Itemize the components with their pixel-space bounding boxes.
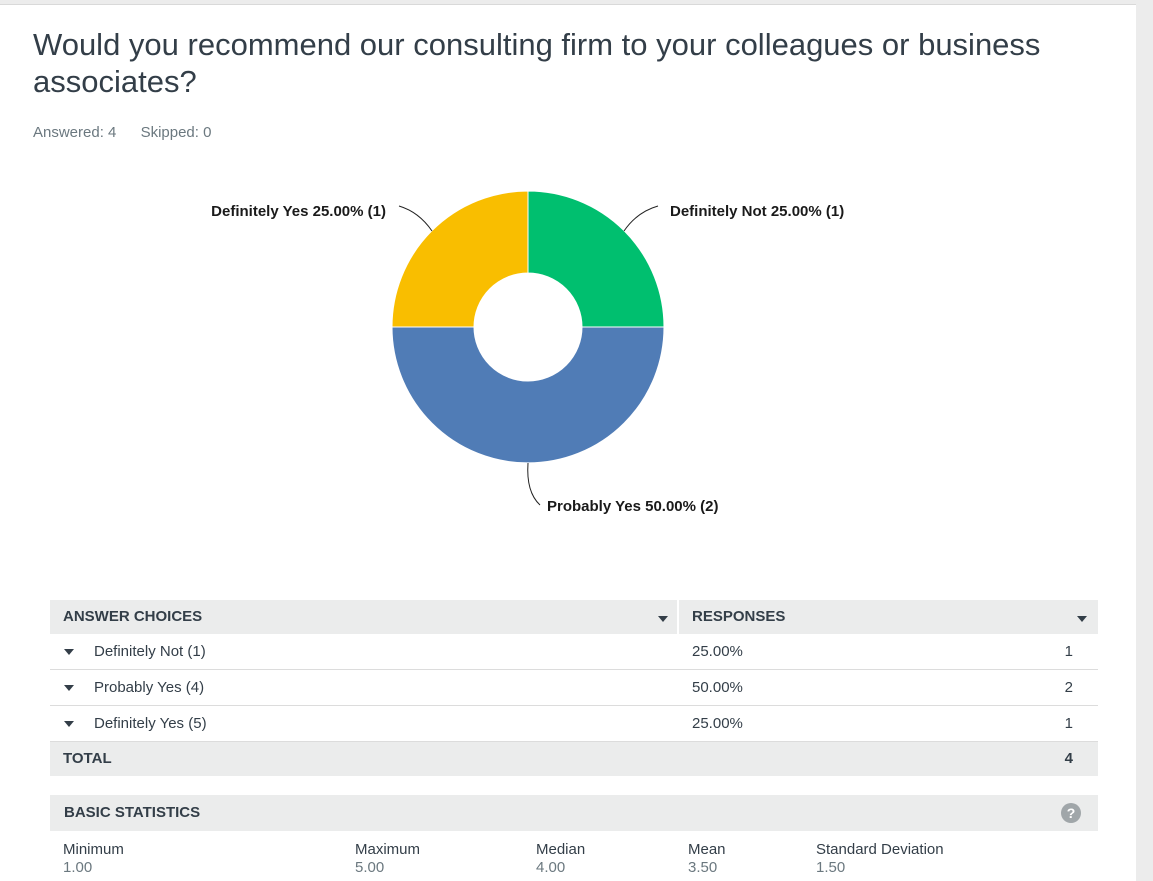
question-card: Would you recommend our consulting firm … [0, 4, 1136, 881]
answer-choice-label: Definitely Yes (5) [94, 715, 207, 732]
response-percent: 25.00% [692, 715, 743, 732]
stat-label: Standard Deviation [816, 841, 944, 858]
help-icon[interactable]: ? [1061, 803, 1081, 823]
column-divider [677, 600, 679, 634]
chevron-down-icon[interactable] [64, 721, 74, 727]
stat-label: Mean [688, 841, 726, 858]
slice-label: Definitely Yes 25.00% (1) [211, 203, 386, 220]
slice-label: Definitely Not 25.00% (1) [670, 203, 844, 220]
chevron-down-icon[interactable] [658, 616, 668, 622]
total-count: 4 [1064, 750, 1073, 767]
leader-line [623, 205, 659, 232]
question-title: Would you recommend our consulting firm … [33, 27, 1041, 99]
answer-choice-label: Probably Yes (4) [94, 679, 205, 696]
leader-line [527, 462, 541, 506]
stat-item: Median 4.00 [536, 841, 585, 877]
table-row[interactable]: Definitely Not (1) 25.00% 1 [50, 634, 1098, 670]
skipped-count: Skipped: 0 [140, 124, 212, 141]
answered-count: Answered: 4 [33, 124, 117, 141]
response-count: 1 [1064, 643, 1073, 660]
stat-item: Mean 3.50 [688, 841, 726, 877]
response-percent: 25.00% [692, 643, 743, 660]
stat-value: 1.00 [63, 859, 93, 876]
answer-table: ANSWER CHOICES RESPONSES Definitely Not … [50, 600, 1098, 776]
stat-item: Standard Deviation 1.50 [816, 841, 944, 877]
response-count: 2 [1064, 679, 1073, 696]
table-row[interactable]: Definitely Yes (5) 25.00% 1 [50, 706, 1098, 742]
col-responses[interactable]: RESPONSES [692, 608, 786, 625]
chevron-down-icon[interactable] [64, 649, 74, 655]
total-label: TOTAL [63, 750, 112, 767]
slice-label: Probably Yes 50.00% (2) [547, 498, 718, 515]
response-count: 1 [1064, 715, 1073, 732]
chevron-down-icon[interactable] [1077, 616, 1087, 622]
answer-choice-label: Definitely Not (1) [94, 643, 206, 660]
stat-value: 1.50 [816, 859, 846, 876]
stat-item: Maximum 5.00 [355, 841, 420, 877]
table-header: ANSWER CHOICES RESPONSES [50, 600, 1098, 634]
basic-statistics-header: BASIC STATISTICS ? [50, 795, 1098, 831]
table-body: Definitely Not (1) 25.00% 1 Probably Yes (4… [50, 634, 1098, 742]
stat-item: Minimum 1.00 [63, 841, 124, 877]
stat-value: 3.50 [688, 859, 718, 876]
table-row[interactable]: Probably Yes (4) 50.00% 2 [50, 670, 1098, 706]
stat-value: 4.00 [536, 859, 566, 876]
col-answer-choices[interactable]: ANSWER CHOICES [63, 608, 203, 625]
stat-label: Minimum [63, 841, 124, 858]
leader-line [398, 205, 433, 232]
donut-slice[interactable] [527, 190, 665, 328]
stat-value: 5.00 [355, 859, 385, 876]
response-percent: 50.00% [692, 679, 743, 696]
donut-slice[interactable] [391, 326, 665, 464]
donut-chart: Definitely Not 25.00% (1) Probably Yes 50… [211, 190, 844, 515]
stat-label: Median [536, 841, 586, 858]
chevron-down-icon[interactable] [64, 685, 74, 691]
table-total-row: TOTAL 4 [50, 742, 1098, 776]
stat-label: Maximum [355, 841, 421, 858]
basic-statistics-title: BASIC STATISTICS [64, 804, 201, 821]
response-meta: Answered: 4 Skipped: 0 [33, 124, 231, 141]
donut-slice[interactable] [391, 190, 529, 328]
